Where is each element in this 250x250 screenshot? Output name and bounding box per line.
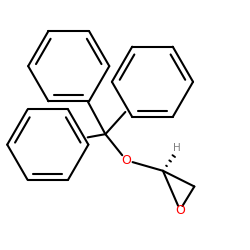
Text: O: O (175, 204, 185, 216)
Text: H: H (174, 143, 181, 153)
Text: O: O (121, 154, 131, 167)
